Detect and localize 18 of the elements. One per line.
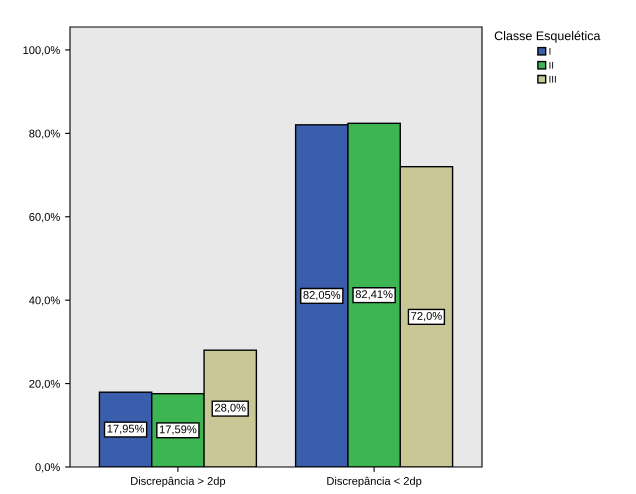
legend-label: III bbox=[549, 76, 556, 83]
x-tick-label: Discrepância < 2dp bbox=[327, 476, 422, 488]
data-label: 82,41% bbox=[356, 290, 393, 300]
data-label: 28,0% bbox=[215, 404, 246, 413]
legend-label: II bbox=[549, 62, 554, 69]
data-label: 82,05% bbox=[303, 291, 340, 300]
y-tick-label: 0,0% bbox=[35, 463, 60, 472]
y-tick-label: 40,0% bbox=[29, 296, 60, 306]
data-label: 17,59% bbox=[160, 425, 196, 435]
y-tick-label: 20,0% bbox=[29, 380, 60, 390]
x-tick-label: Discrepância > 2dp bbox=[131, 476, 226, 488]
y-tick-label: 80,0% bbox=[29, 130, 60, 139]
data-label: 72,0% bbox=[411, 312, 442, 322]
y-tick-label: 60,0% bbox=[29, 213, 60, 222]
data-label: 17,95% bbox=[108, 424, 144, 434]
legend-label: I bbox=[549, 48, 550, 55]
legend-title: Classe Esquelética bbox=[494, 30, 600, 43]
y-tick-label: 100,0% bbox=[23, 46, 60, 56]
